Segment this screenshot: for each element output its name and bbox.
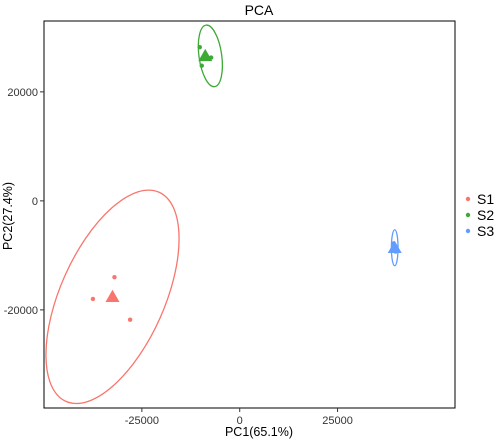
s3-centroid-marker (387, 240, 402, 253)
x-axis-title: PC1(65.1%) (225, 425, 293, 439)
y-tick-label: -20000 (4, 305, 38, 317)
legend-key-s3 (465, 228, 471, 234)
y-tick-label: 20000 (7, 87, 38, 99)
s1-sample-point (112, 274, 117, 280)
plot-layer (45, 24, 402, 405)
x-tick-label: 25000 (322, 415, 353, 427)
legend-key-s1 (465, 196, 471, 202)
s1-centroid-marker (105, 289, 120, 303)
axis-layer: -25000 0 25000 -20000 0 20000 (4, 87, 353, 427)
x-tick-label: -25000 (125, 415, 159, 427)
s2-sample-point (197, 44, 202, 50)
legend-label-s3: S3 (477, 223, 494, 239)
s2-centroid-marker (198, 48, 213, 62)
legend-key-s2 (465, 212, 471, 218)
s1-sample-point (90, 296, 96, 302)
legend-label-s2: S2 (477, 207, 494, 223)
legend-label-s1: S1 (477, 191, 494, 207)
plot-panel (43, 20, 456, 409)
y-axis-title: PC2(27.4%) (1, 182, 15, 250)
s2-confidence-ellipse (197, 24, 224, 88)
s2-sample-point (199, 63, 204, 68)
s1-sample-point (127, 317, 133, 322)
x-tick-label: 0 (237, 415, 243, 427)
y-tick-label: 0 (32, 196, 38, 208)
chart-title: PCA (245, 2, 274, 18)
s1-confidence-ellipse (45, 189, 180, 405)
